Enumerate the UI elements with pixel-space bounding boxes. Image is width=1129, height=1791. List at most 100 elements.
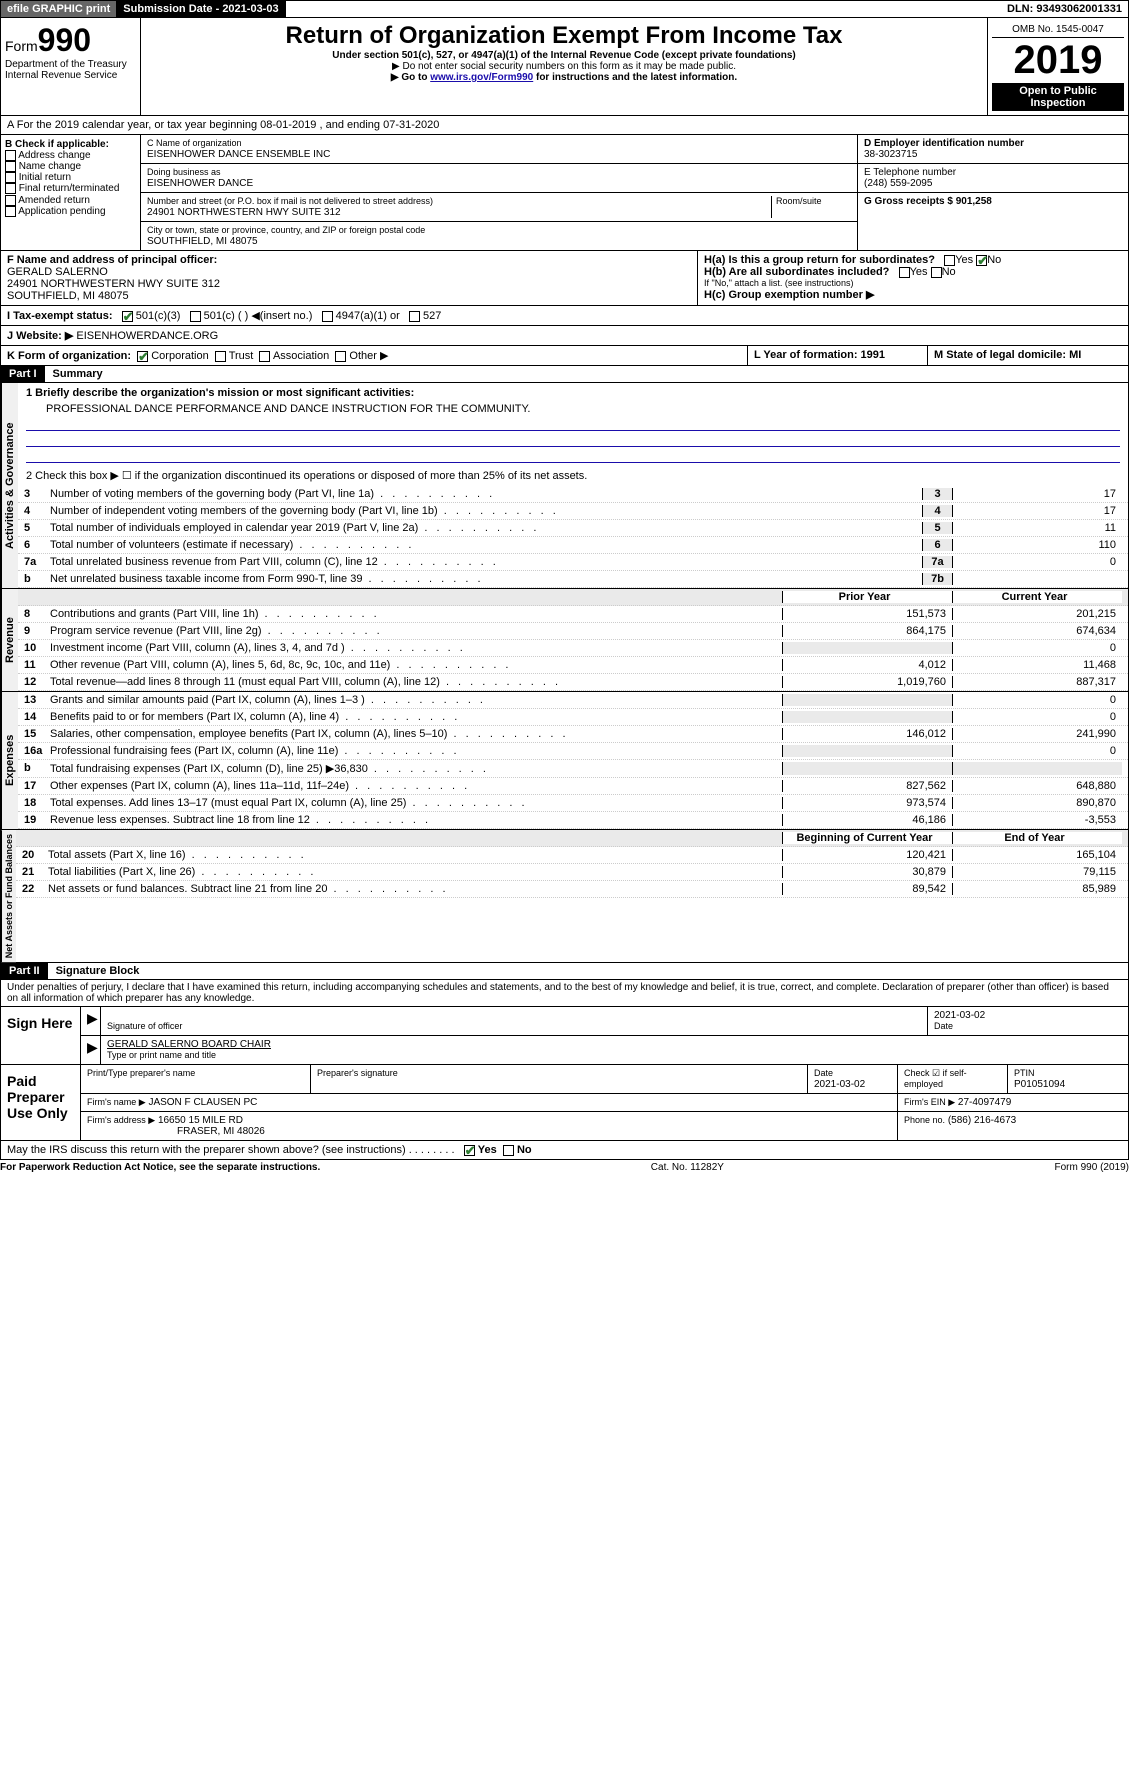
table-row: 12Total revenue—add lines 8 through 11 (… bbox=[18, 674, 1128, 691]
table-row: 3Number of voting members of the governi… bbox=[18, 486, 1128, 503]
year-formation: L Year of formation: 1991 bbox=[754, 349, 885, 361]
firm-phone: (586) 216-4673 bbox=[948, 1115, 1016, 1126]
checkbox-application-pending[interactable] bbox=[5, 206, 16, 217]
part-1-netassets: Net Assets or Fund Balances Beginning of… bbox=[0, 830, 1129, 963]
irs-link[interactable]: www.irs.gov/Form990 bbox=[430, 72, 533, 83]
arrow-icon: ▶ bbox=[87, 1039, 98, 1055]
checkbox-other[interactable] bbox=[335, 351, 346, 362]
inspection-badge: Open to Public Inspection bbox=[992, 83, 1124, 111]
checkbox-4947[interactable] bbox=[322, 311, 333, 322]
part-2-header: Part II Signature Block bbox=[0, 963, 1129, 980]
ein-value: 38-3023715 bbox=[864, 149, 917, 160]
table-row: 9Program service revenue (Part VIII, lin… bbox=[18, 623, 1128, 640]
table-row: 21Total liabilities (Part X, line 26)30,… bbox=[16, 864, 1128, 881]
table-row: bNet unrelated business taxable income f… bbox=[18, 571, 1128, 588]
irs-label: Internal Revenue Service bbox=[5, 70, 136, 81]
form-note-2-post: for instructions and the latest informat… bbox=[533, 72, 737, 83]
table-row: 18Total expenses. Add lines 13–17 (must … bbox=[18, 795, 1128, 812]
officer-name: GERALD SALERNO bbox=[7, 266, 108, 278]
sign-here-block: Sign Here ▶ Signature of officer 2021-03… bbox=[0, 1007, 1129, 1065]
form-header: Form990 Department of the Treasury Inter… bbox=[0, 18, 1129, 116]
table-row: 17Other expenses (Part IX, column (A), l… bbox=[18, 778, 1128, 795]
paid-preparer-block: Paid Preparer Use Only Print/Type prepar… bbox=[0, 1065, 1129, 1141]
gross-receipts: G Gross receipts $ 901,258 bbox=[864, 196, 992, 207]
checkbox-discuss-no[interactable] bbox=[503, 1145, 514, 1156]
website-value: EISENHOWERDANCE.ORG bbox=[76, 330, 218, 342]
firm-name: JASON F CLAUSEN PC bbox=[148, 1097, 257, 1108]
checkbox-sub-no[interactable] bbox=[931, 267, 942, 278]
part-1-header: Part I Summary bbox=[0, 366, 1129, 383]
sign-date: 2021-03-02 bbox=[934, 1010, 985, 1021]
table-row: 8Contributions and grants (Part VIII, li… bbox=[18, 606, 1128, 623]
table-row: 10Investment income (Part VIII, column (… bbox=[18, 640, 1128, 657]
checkbox-501c[interactable] bbox=[190, 311, 201, 322]
box-b: B Check if applicable: Address change Na… bbox=[1, 135, 141, 250]
checkbox-initial-return[interactable] bbox=[5, 172, 16, 183]
table-row: bTotal fundraising expenses (Part IX, co… bbox=[18, 760, 1128, 778]
box-i: I Tax-exempt status: 501(c)(3) 501(c) ( … bbox=[0, 306, 1129, 326]
omb-number: OMB No. 1545-0047 bbox=[992, 22, 1124, 38]
city-state-zip: SOUTHFIELD, MI 48075 bbox=[147, 236, 258, 247]
checkbox-discuss-yes[interactable] bbox=[464, 1145, 475, 1156]
box-deg: D Employer identification number38-30237… bbox=[858, 135, 1128, 250]
table-row: 19Revenue less expenses. Subtract line 1… bbox=[18, 812, 1128, 829]
firm-address: 16650 15 MILE RD bbox=[158, 1115, 243, 1126]
preparer-date: 2021-03-02 bbox=[814, 1079, 865, 1090]
mission-text: PROFESSIONAL DANCE PERFORMANCE AND DANCE… bbox=[18, 403, 1128, 415]
firm-ein: 27-4097479 bbox=[958, 1097, 1011, 1108]
table-row: 14Benefits paid to or for members (Part … bbox=[18, 709, 1128, 726]
checkbox-corp[interactable] bbox=[137, 351, 148, 362]
box-c: C Name of organizationEISENHOWER DANCE E… bbox=[141, 135, 858, 250]
box-klm: K Form of organization: Corporation Trus… bbox=[0, 346, 1129, 366]
arrow-icon: ▶ bbox=[87, 1010, 98, 1026]
checkbox-sub-yes[interactable] bbox=[899, 267, 910, 278]
form-subtitle: Under section 501(c), 527, or 4947(a)(1)… bbox=[145, 50, 983, 61]
checkbox-527[interactable] bbox=[409, 311, 420, 322]
dba-name: EISENHOWER DANCE bbox=[147, 178, 253, 189]
page-footer: For Paperwork Reduction Act Notice, see … bbox=[0, 1160, 1129, 1175]
submission-date-badge: Submission Date - 2021-03-03 bbox=[117, 1, 285, 17]
officer-signature-name: GERALD SALERNO BOARD CHAIR bbox=[107, 1039, 271, 1050]
declaration-text: Under penalties of perjury, I declare th… bbox=[0, 980, 1129, 1007]
discuss-row: May the IRS discuss this return with the… bbox=[0, 1141, 1129, 1160]
checkbox-final-return[interactable] bbox=[5, 183, 16, 194]
checkbox-address-change[interactable] bbox=[5, 150, 16, 161]
part-1-revenue: Revenue Prior YearCurrent Year 8Contribu… bbox=[0, 589, 1129, 692]
phone-value: (248) 559-2095 bbox=[864, 178, 932, 189]
table-row: 4Number of independent voting members of… bbox=[18, 503, 1128, 520]
org-name: EISENHOWER DANCE ENSEMBLE INC bbox=[147, 149, 330, 160]
form-title: Return of Organization Exempt From Incom… bbox=[145, 22, 983, 50]
top-toolbar: efile GRAPHIC print Submission Date - 20… bbox=[0, 0, 1129, 18]
form-label: Form bbox=[5, 38, 38, 54]
street-address: 24901 NORTHWESTERN HWY SUITE 312 bbox=[147, 207, 341, 218]
box-j: J Website: ▶ EISENHOWERDANCE.ORG bbox=[0, 326, 1129, 346]
part-1-expenses: Expenses 13Grants and similar amounts pa… bbox=[0, 692, 1129, 830]
checkbox-group-no[interactable] bbox=[976, 255, 987, 266]
checkbox-assoc[interactable] bbox=[259, 351, 270, 362]
checkbox-amended-return[interactable] bbox=[5, 195, 16, 206]
form-note-2-pre: ▶ Go to bbox=[391, 72, 430, 83]
dept-label: Department of the Treasury bbox=[5, 59, 136, 70]
line-a: A For the 2019 calendar year, or tax yea… bbox=[0, 116, 1129, 135]
table-row: 11Other revenue (Part VIII, column (A), … bbox=[18, 657, 1128, 674]
form-number: 990 bbox=[38, 22, 91, 58]
checkbox-name-change[interactable] bbox=[5, 161, 16, 172]
entity-info-grid: B Check if applicable: Address change Na… bbox=[0, 135, 1129, 251]
checkbox-501c3[interactable] bbox=[122, 311, 133, 322]
checkbox-group-yes[interactable] bbox=[944, 255, 955, 266]
efile-print-button[interactable]: efile GRAPHIC print bbox=[1, 1, 117, 17]
part-1-governance: Activities & Governance 1 Briefly descri… bbox=[0, 383, 1129, 589]
form-note-1: ▶ Do not enter social security numbers o… bbox=[145, 61, 983, 72]
table-row: 22Net assets or fund balances. Subtract … bbox=[16, 881, 1128, 898]
ptin-value: P01051094 bbox=[1014, 1079, 1065, 1090]
tax-year: 2019 bbox=[992, 38, 1124, 83]
table-row: 13Grants and similar amounts paid (Part … bbox=[18, 692, 1128, 709]
table-row: 6Total number of volunteers (estimate if… bbox=[18, 537, 1128, 554]
checkbox-trust[interactable] bbox=[215, 351, 226, 362]
dln-label: DLN: 93493062001331 bbox=[1001, 1, 1128, 17]
table-row: 15Salaries, other compensation, employee… bbox=[18, 726, 1128, 743]
table-row: 20Total assets (Part X, line 16)120,4211… bbox=[16, 847, 1128, 864]
table-row: 16aProfessional fundraising fees (Part I… bbox=[18, 743, 1128, 760]
table-row: 7aTotal unrelated business revenue from … bbox=[18, 554, 1128, 571]
table-row: 5Total number of individuals employed in… bbox=[18, 520, 1128, 537]
